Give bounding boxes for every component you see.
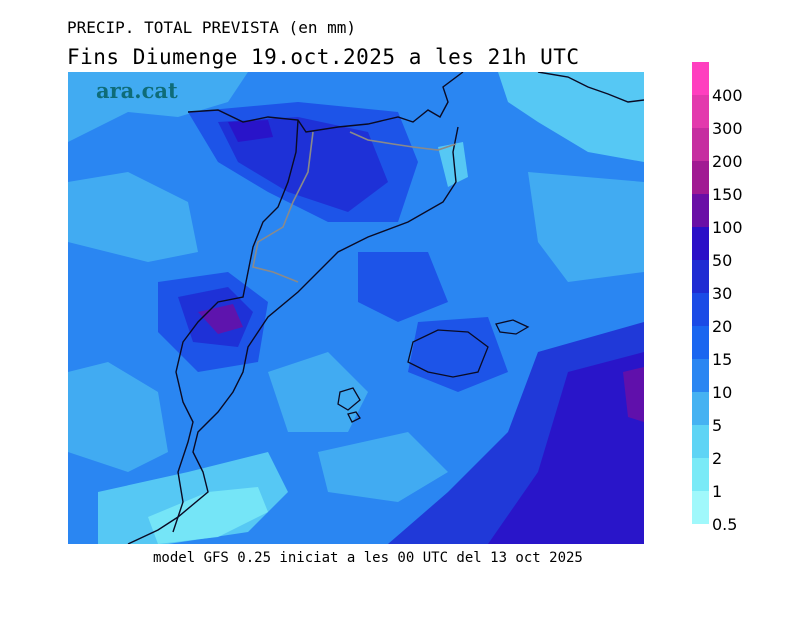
precip-legend <box>692 62 709 524</box>
legend-label: 200 <box>712 152 743 171</box>
precip-zone-light <box>438 142 468 187</box>
legend-swatch <box>692 128 709 161</box>
legend-label: 0.5 <box>712 515 738 534</box>
legend-label: 5 <box>712 416 723 435</box>
legend-swatch <box>692 491 709 524</box>
island-menorca <box>495 319 530 335</box>
precip-zone-light <box>318 432 448 502</box>
legend-label: 2 <box>712 449 723 468</box>
map-title: PRECIP. TOTAL PREVISTA (en mm) <box>67 18 356 37</box>
precip-zone-light <box>268 352 368 432</box>
regional-border <box>252 131 457 283</box>
precip-zone-light <box>68 72 248 142</box>
legend-swatch <box>692 161 709 194</box>
coastline <box>127 72 644 544</box>
legend-swatch <box>692 392 709 425</box>
legend-swatch <box>692 293 709 326</box>
legend-swatch <box>692 62 709 95</box>
precip-zone-light <box>148 487 268 544</box>
legend-label: 300 <box>712 119 743 138</box>
island-formentera <box>347 411 361 423</box>
legend-swatch <box>692 425 709 458</box>
legend-swatch <box>692 227 709 260</box>
legend-swatch <box>692 359 709 392</box>
precip-zone-light <box>68 362 168 472</box>
legend-swatch <box>692 95 709 128</box>
precip-zone-dark <box>228 120 273 142</box>
legend-label: 50 <box>712 251 733 270</box>
precip-zone-max <box>623 367 644 422</box>
legend-label: 150 <box>712 185 743 204</box>
legend-label: 15 <box>712 350 733 369</box>
precip-zone-dark <box>358 252 448 322</box>
legend-label: 400 <box>712 86 743 105</box>
precip-zone-light <box>528 172 644 282</box>
island-mallorca <box>407 329 489 378</box>
island-ibiza <box>337 387 361 411</box>
legend-swatch <box>692 458 709 491</box>
map-subtitle: Fins Diumenge 19.oct.2025 a les 21h UTC <box>67 45 580 69</box>
legend-label: 20 <box>712 317 733 336</box>
legend-swatch <box>692 326 709 359</box>
model-footer: model GFS 0.25 iniciat a les 00 UTC del … <box>153 550 583 566</box>
map-canvas <box>68 72 644 544</box>
precipitation-map <box>68 72 644 544</box>
precip-zone-light <box>68 172 198 262</box>
precip-zone-dark <box>218 117 388 212</box>
coastline-interior <box>172 119 299 533</box>
legend-label: 10 <box>712 383 733 402</box>
precip-zone-dark <box>488 352 644 544</box>
legend-swatch <box>692 194 709 227</box>
legend-swatch <box>692 260 709 293</box>
ara-cat-logo: ara.cat <box>96 78 178 103</box>
legend-label: 30 <box>712 284 733 303</box>
legend-label: 100 <box>712 218 743 237</box>
legend-label: 1 <box>712 482 723 501</box>
